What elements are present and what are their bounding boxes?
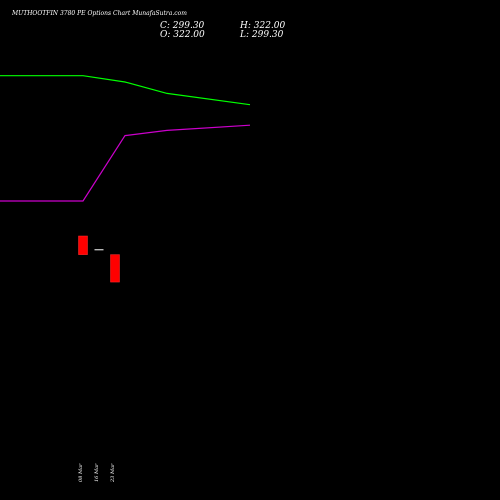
x-tick-label: 08 Mar xyxy=(78,463,84,482)
x-axis-ticks: 08 Mar 16 Mar 23 Mar xyxy=(78,463,116,483)
low-value: L: 299.30 xyxy=(239,30,284,40)
chart-title: MUTHOOTFIN 3780 PE Options Chart MunafaS… xyxy=(11,10,187,17)
open-value: O: 322.00 xyxy=(160,30,205,40)
indicator-line-magenta xyxy=(0,124,251,202)
indicator-line-green xyxy=(0,75,251,106)
candle-body xyxy=(78,235,88,255)
x-tick-label: 23 Mar xyxy=(110,463,116,483)
close-value: C: 299.30 xyxy=(160,21,205,31)
candle-body xyxy=(110,254,120,283)
indicator-lines xyxy=(0,75,251,202)
high-value: H: 322.00 xyxy=(239,21,286,31)
x-tick-label: 16 Mar xyxy=(94,463,100,482)
candles xyxy=(78,235,120,283)
